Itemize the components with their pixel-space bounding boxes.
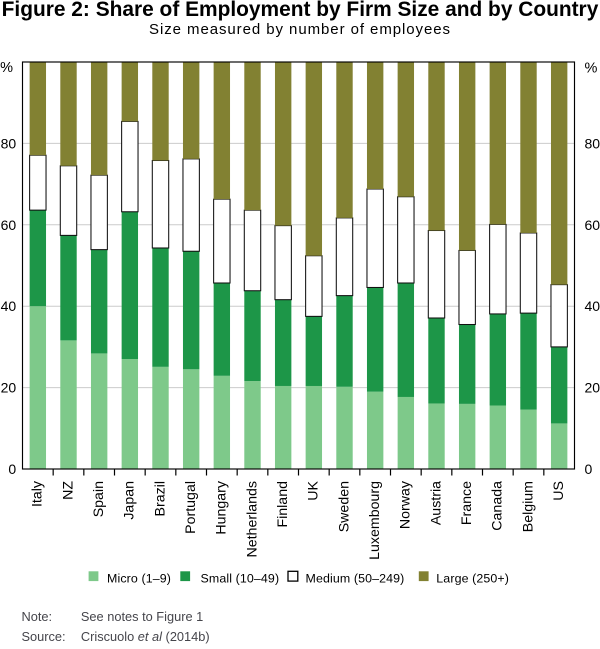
svg-text:Small (10–49): Small (10–49) (201, 571, 280, 585)
svg-text:Japan: Japan (122, 481, 138, 520)
svg-text:40: 40 (1, 298, 17, 314)
svg-text:Hungary: Hungary (214, 480, 230, 535)
svg-text:Canada: Canada (490, 481, 506, 531)
svg-text:Norway: Norway (398, 480, 414, 529)
svg-text:Source:: Source: (22, 629, 66, 644)
svg-text:60: 60 (1, 217, 17, 233)
svg-text:Netherlands: Netherlands (244, 481, 260, 558)
svg-text:80: 80 (1, 135, 17, 151)
svg-text:20: 20 (585, 380, 600, 396)
svg-text:Italy: Italy (30, 480, 46, 507)
svg-text:See notes to Figure 1: See notes to Figure 1 (81, 609, 203, 624)
svg-text:Brazil: Brazil (152, 481, 168, 516)
svg-text:UK: UK (306, 480, 322, 500)
svg-text:0: 0 (8, 461, 16, 477)
svg-text:80: 80 (585, 135, 600, 151)
svg-text:Finland: Finland (275, 481, 291, 528)
svg-text:Micro (1–9): Micro (1–9) (107, 571, 171, 585)
svg-text:Note:: Note: (22, 609, 53, 624)
svg-text:Medium (50–249): Medium (50–249) (306, 571, 405, 585)
svg-text:60: 60 (585, 217, 600, 233)
svg-text:Criscuolo et al (2014b): Criscuolo et al (2014b) (81, 629, 210, 644)
svg-text:Austria: Austria (428, 481, 444, 525)
svg-text:Luxembourg: Luxembourg (367, 481, 383, 560)
svg-text:20: 20 (1, 380, 17, 396)
svg-text:Sweden: Sweden (336, 481, 352, 532)
svg-text:NZ: NZ (60, 481, 76, 500)
svg-text:France: France (459, 481, 475, 525)
svg-text:0: 0 (585, 461, 593, 477)
svg-text:%: % (0, 60, 13, 76)
svg-text:Portugal: Portugal (183, 481, 199, 534)
svg-text:US: US (551, 481, 567, 501)
svg-text:%: % (585, 61, 598, 77)
svg-text:Belgium: Belgium (520, 481, 536, 532)
svg-text:40: 40 (585, 298, 600, 314)
svg-text:Large (250+): Large (250+) (436, 571, 509, 585)
svg-text:Spain: Spain (91, 481, 107, 517)
